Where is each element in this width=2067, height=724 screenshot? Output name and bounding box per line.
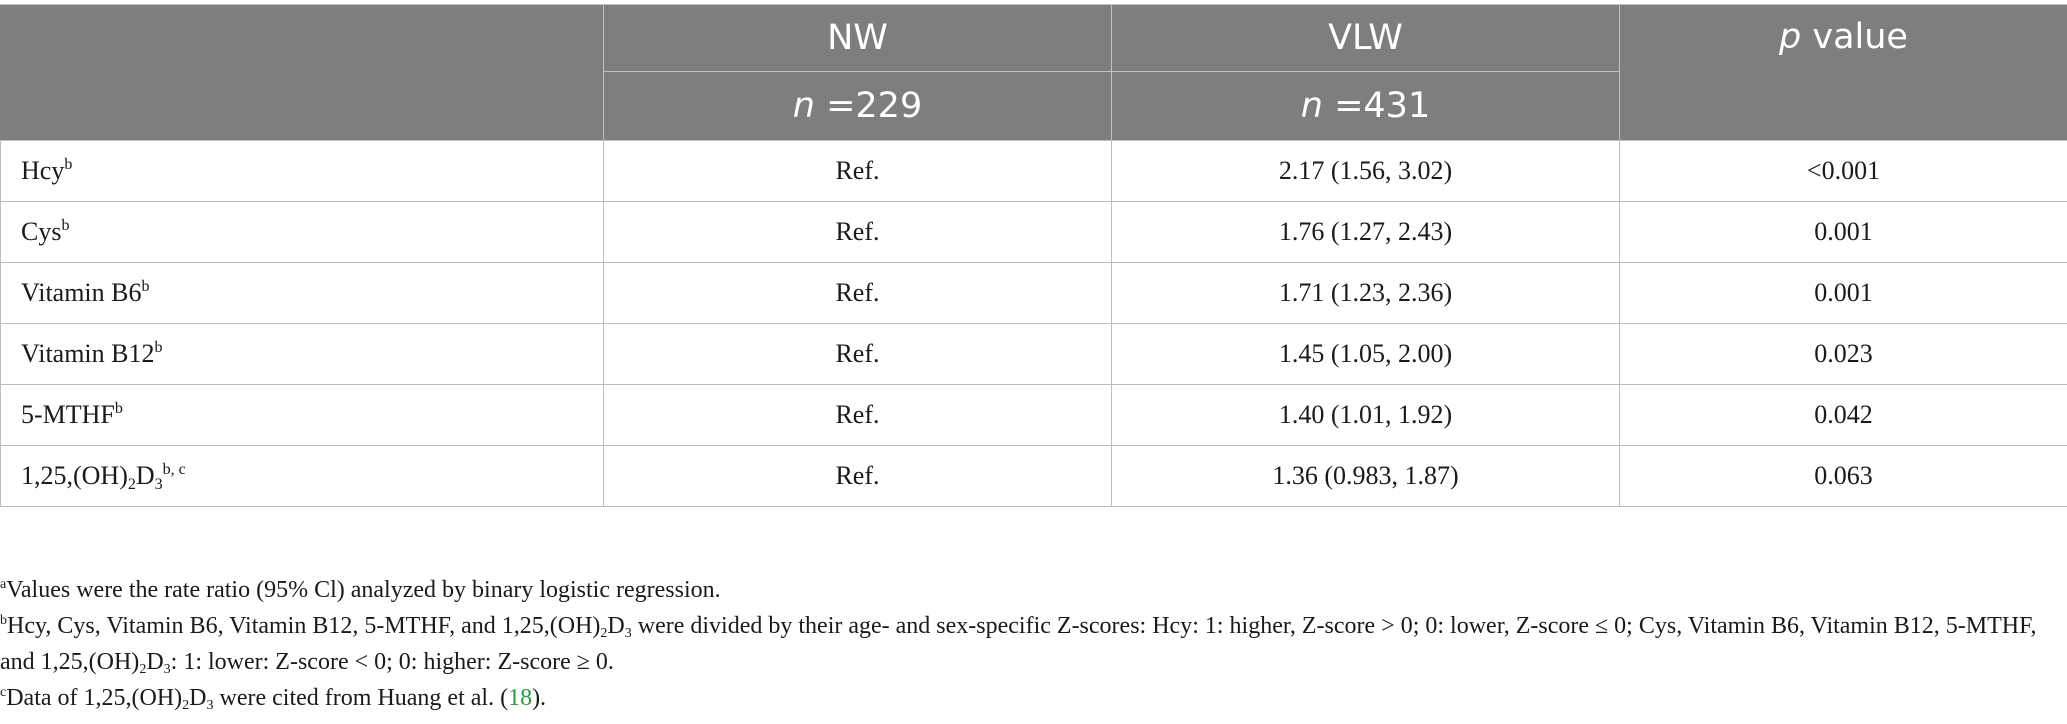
cell-p: 0.001: [1619, 201, 2067, 263]
row-label: Cysb: [0, 201, 604, 263]
row-label: Hcyb: [0, 140, 604, 202]
cell-nw: Ref.: [603, 140, 1112, 202]
footnote-a: aValues were the rate ratio (95% Cl) ana…: [0, 572, 2050, 608]
citation-link[interactable]: 18: [508, 685, 533, 711]
footnote-mark: a: [0, 577, 7, 592]
table-row: Vitamin B6b Ref. 1.71 (1.23, 2.36) 0.001: [0, 262, 2067, 324]
footnote-mark: c: [0, 685, 7, 700]
cell-nw: Ref.: [603, 384, 1112, 446]
cell-nw: Ref.: [603, 262, 1112, 324]
footnote-mark: b: [0, 613, 7, 628]
results-table: NW VLW p value n =229 n =431 Hcyb Ref. 2…: [0, 4, 2067, 507]
cell-vlw: 2.17 (1.56, 3.02): [1111, 140, 1620, 202]
footnote-b: bHcy, Cys, Vitamin B6, Vitamin B12, 5-MT…: [0, 613, 2037, 677]
cell-p: 0.042: [1619, 384, 2067, 446]
header-nw-n: n =229: [603, 71, 1112, 141]
cell-vlw: 1.36 (0.983, 1.87): [1111, 445, 1620, 507]
cell-vlw: 1.45 (1.05, 2.00): [1111, 323, 1620, 385]
table-body: Hcyb Ref. 2.17 (1.56, 3.02) <0.001 Cysb …: [0, 140, 2067, 507]
footnote-c: cData of 1,25,(OH)2D3 were cited from Hu…: [0, 685, 547, 713]
header-vlw-n: n =431: [1111, 71, 1620, 141]
cell-p: <0.001: [1619, 140, 2067, 202]
row-label: Vitamin B12b: [0, 323, 604, 385]
table-row: 5-MTHFb Ref. 1.40 (1.01, 1.92) 0.042: [0, 384, 2067, 446]
n-italic: n: [1300, 86, 1323, 126]
header-blank-cell: [0, 4, 604, 141]
nw-n-value: =229: [814, 86, 923, 126]
cell-p: 0.063: [1619, 445, 2067, 507]
vlw-n-value: =431: [1322, 86, 1431, 126]
table-row: Hcyb Ref. 2.17 (1.56, 3.02) <0.001: [0, 140, 2067, 202]
cell-nw: Ref.: [603, 323, 1112, 385]
table-row: Vitamin B12b Ref. 1.45 (1.05, 2.00) 0.02…: [0, 323, 2067, 385]
table-header: NW VLW p value n =229 n =431: [0, 4, 2067, 141]
p-italic: p: [1779, 17, 1802, 57]
cell-vlw: 1.40 (1.01, 1.92): [1111, 384, 1620, 446]
header-nw: NW: [603, 4, 1112, 72]
row-label: 1,25,(OH)2D3b, c: [0, 445, 604, 507]
table-footnotes: aValues were the rate ratio (95% Cl) ana…: [0, 572, 2050, 716]
n-italic: n: [792, 86, 815, 126]
cell-nw: Ref.: [603, 201, 1112, 263]
cell-p: 0.001: [1619, 262, 2067, 324]
cell-p: 0.023: [1619, 323, 2067, 385]
table-row: Cysb Ref. 1.76 (1.27, 2.43) 0.001: [0, 201, 2067, 263]
header-p-value: p value: [1619, 4, 2067, 141]
footnote-text: Values were the rate ratio (95% Cl) anal…: [6, 577, 721, 603]
cell-nw: Ref.: [603, 445, 1112, 507]
p-value-text: value: [1801, 17, 1908, 57]
cell-vlw: 1.76 (1.27, 2.43): [1111, 201, 1620, 263]
cell-vlw: 1.71 (1.23, 2.36): [1111, 262, 1620, 324]
row-label: Vitamin B6b: [0, 262, 604, 324]
header-vlw: VLW: [1111, 4, 1620, 72]
row-label: 5-MTHFb: [0, 384, 604, 446]
table-row: 1,25,(OH)2D3b, c Ref. 1.36 (0.983, 1.87)…: [0, 445, 2067, 507]
